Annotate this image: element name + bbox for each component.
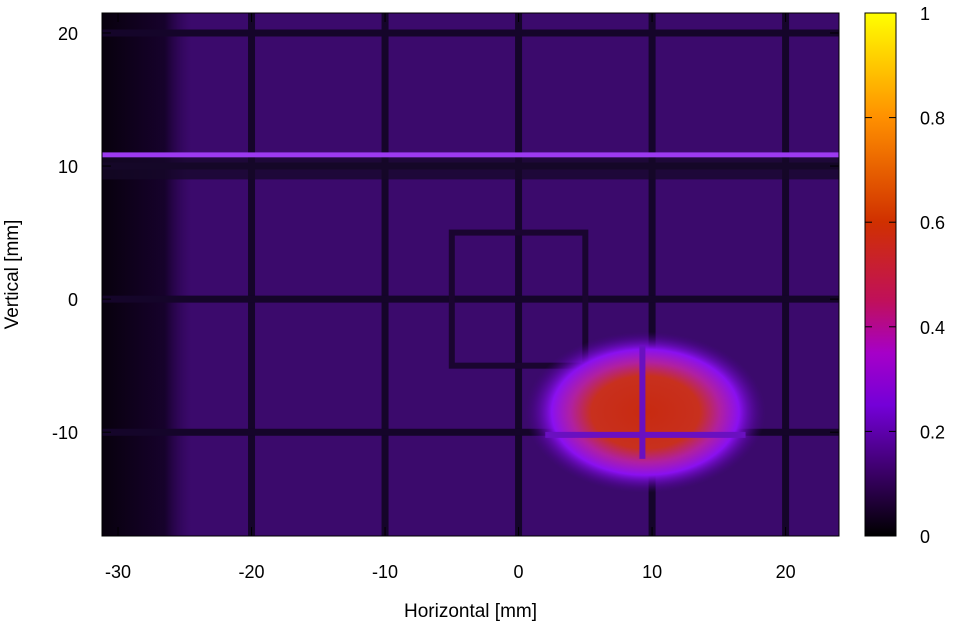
colorbar-tick-label: 0.8 [920, 109, 945, 129]
colorbar-tick-label: 0.4 [920, 318, 945, 338]
y-tick-label: 20 [58, 24, 78, 44]
y-axis-title: Vertical [mm] [2, 220, 23, 330]
y-tick-label: 10 [58, 157, 78, 177]
hot-spot-core [545, 345, 746, 459]
bright-band-shadow [102, 157, 839, 180]
x-tick-label: -10 [372, 562, 398, 582]
x-tick-label: 0 [514, 562, 524, 582]
colorbar-tick-label: 1 [920, 4, 930, 24]
square-marker [448, 229, 589, 369]
colorbar-tick-label: 0.6 [920, 213, 945, 233]
x-tick-label: -30 [105, 562, 131, 582]
plot-area [102, 13, 839, 536]
x-tick-label: 10 [642, 562, 662, 582]
x-tick-label: -20 [239, 562, 265, 582]
y-axis: -10 0 10 20 [52, 24, 839, 443]
plot-frame [101, 12, 840, 537]
bright-band [102, 152, 839, 158]
x-axis: -30 -20 -10 0 10 20 [105, 13, 796, 582]
x-tick-label: 20 [776, 562, 796, 582]
colorbar [864, 12, 897, 537]
x-axis-title: Horizontal [mm] [404, 601, 537, 622]
colorbar-tick-label: 0.2 [920, 422, 945, 442]
colorbar-tick-label: 0 [920, 527, 930, 547]
y-tick-label: 0 [68, 290, 78, 310]
dark-left-region [102, 13, 192, 536]
colorbar-axis: 0 0.2 0.4 0.6 0.8 1 [865, 4, 945, 547]
y-tick-label: -10 [52, 423, 78, 443]
